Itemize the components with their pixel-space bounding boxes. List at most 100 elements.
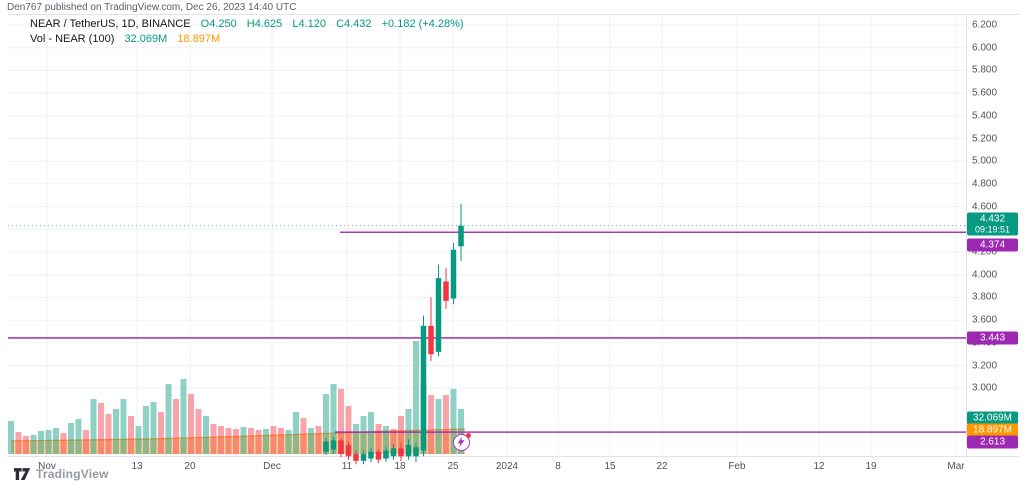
volume-bar [345, 406, 352, 454]
volume-bar [225, 428, 232, 454]
support-line-label: 4.374 [967, 238, 1018, 252]
volume-bar [113, 409, 119, 454]
volume-bar [270, 426, 277, 454]
time-axis-label: 12 [813, 461, 825, 472]
candle-body [443, 281, 449, 301]
symbol-title: NEAR / TetherUS, 1D, BINANCE [30, 18, 191, 30]
volume-bar [315, 426, 322, 454]
volume-bar [435, 399, 442, 454]
volume-bar [210, 424, 217, 454]
time-axis-label: 18 [394, 461, 406, 472]
volume-bar [15, 432, 22, 454]
time-axis-label: 15 [604, 461, 616, 472]
volume-bar [323, 394, 329, 454]
candle-body [323, 441, 329, 452]
volume-bar [263, 429, 269, 454]
candle-body [383, 450, 389, 459]
volume-bar [278, 428, 284, 454]
volume-bar [398, 416, 404, 454]
tradingview-logo-icon [14, 467, 31, 480]
volume-bar [203, 416, 209, 454]
volume-bar [60, 433, 67, 454]
candle-body [375, 451, 382, 460]
price-axis-label: 5.200 [972, 133, 998, 144]
volume-bar [143, 406, 149, 454]
volume-bar [218, 426, 224, 454]
time-axis-label: 2024 [495, 461, 519, 472]
time-axis-label: 13 [131, 461, 143, 472]
ohlc-change: +0.182 (+4.28%) [381, 18, 464, 30]
price-axis-label: 3.800 [972, 291, 998, 303]
candle-body [345, 444, 352, 457]
volume-bar [390, 429, 397, 454]
volume-bar [120, 399, 127, 454]
time-axis-label: Dec [263, 461, 281, 472]
volume-ma-value: 18.897M [177, 33, 221, 45]
volume-bar [173, 399, 179, 454]
time-axis-label: Mar [947, 461, 965, 472]
legend-volume-row: Vol - NEAR (100) 32.069M 18.897M [30, 32, 464, 46]
volume-bar [360, 416, 367, 454]
volume-bar [450, 389, 457, 454]
candle-body [398, 448, 404, 457]
volume-bar [38, 431, 44, 454]
price-axis-label: 3.600 [972, 314, 998, 326]
volume-bar [90, 399, 97, 454]
idea-marker-icon[interactable] [453, 433, 471, 451]
time-axis-label: Feb [728, 461, 746, 472]
volume-bar [128, 416, 134, 454]
candle-body [368, 451, 374, 459]
volume-bar [158, 412, 164, 454]
time-axis-label: 19 [865, 461, 877, 472]
volume-bar [330, 384, 337, 454]
volume-bar [255, 430, 262, 454]
volume-bar [188, 394, 194, 454]
volume-bar [375, 424, 382, 454]
price-axis-label: 4.800 [972, 178, 998, 190]
volume-bar [308, 428, 314, 454]
candle-body [458, 225, 464, 247]
volume-title: Vol - NEAR (100) [30, 33, 115, 45]
ohlc-close: C4.432 [336, 18, 372, 30]
volume-bar [383, 426, 389, 454]
volume-axis-label: 32.069M [967, 411, 1018, 425]
tradingview-logo[interactable]: TradingView [14, 467, 109, 481]
volume-bar [285, 430, 292, 454]
pane-border-top [8, 14, 1020, 15]
ohlc-high: H4.625 [246, 18, 283, 30]
volume-bar [8, 421, 14, 454]
price-axis-label: 3.200 [972, 360, 998, 371]
price-axis-label: 6.000 [972, 42, 998, 54]
candle-body [330, 440, 337, 450]
time-axis-label: 22 [656, 461, 668, 472]
volume-bar [248, 428, 254, 454]
candle-body [413, 447, 419, 457]
volume-bar [338, 389, 344, 454]
volume-bar [353, 424, 359, 454]
candle-body [450, 249, 457, 299]
candle-body [390, 448, 397, 457]
volume-bar [45, 430, 52, 454]
volume-ma-area [11, 429, 465, 454]
candle-body [353, 454, 359, 461]
ohlc-low: L4.120 [292, 18, 326, 30]
time-axis-label: 20 [184, 461, 196, 472]
volume-current-value: 32.069M [124, 33, 168, 45]
price-axis-label: 5.000 [972, 155, 998, 167]
volume-ma-line [10, 428, 466, 442]
price-axis-label: 4.000 [972, 269, 998, 281]
price-axis-label: 5.400 [972, 110, 998, 122]
tradingview-logo-text: TradingView [36, 467, 109, 481]
candle-body [360, 454, 367, 461]
publish-watermark: Den767 published on TradingView.com, Dec… [7, 2, 297, 13]
volume-bar [443, 395, 449, 454]
price-axis-label: 6.200 [972, 19, 998, 31]
support-line-label: 3.443 [967, 331, 1018, 345]
current-price-label: 4.432 09:19:51 [967, 212, 1018, 236]
volume-bar [293, 412, 299, 454]
volume-axis-label: 2.613 [967, 435, 1018, 449]
volume-bar [105, 414, 112, 454]
volume-bar [165, 384, 172, 454]
